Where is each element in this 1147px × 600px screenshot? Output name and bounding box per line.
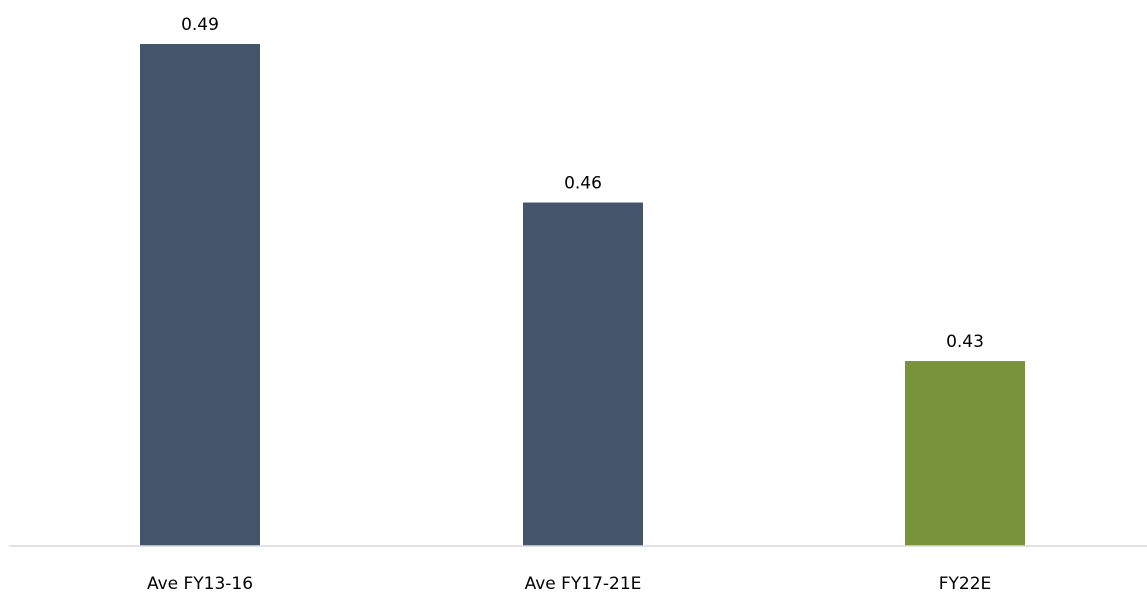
data-label-2: 0.46 <box>564 174 602 194</box>
data-labels-layer: 0.49 0.46 0.43 <box>181 15 984 352</box>
bars-layer <box>140 44 1025 547</box>
x-tick-label-1: Ave FY13-16 <box>147 574 253 594</box>
data-label-1: 0.49 <box>181 15 219 35</box>
bar-1 <box>140 44 260 546</box>
x-tick-labels-layer: Ave FY13-16 Ave FY17-21E FY22E <box>147 574 991 594</box>
bar-2 <box>523 202 643 547</box>
x-tick-label-2: Ave FY17-21E <box>525 574 642 594</box>
x-tick-label-3: FY22E <box>939 574 992 594</box>
bar-3 <box>905 361 1025 546</box>
data-label-3: 0.43 <box>946 332 984 352</box>
